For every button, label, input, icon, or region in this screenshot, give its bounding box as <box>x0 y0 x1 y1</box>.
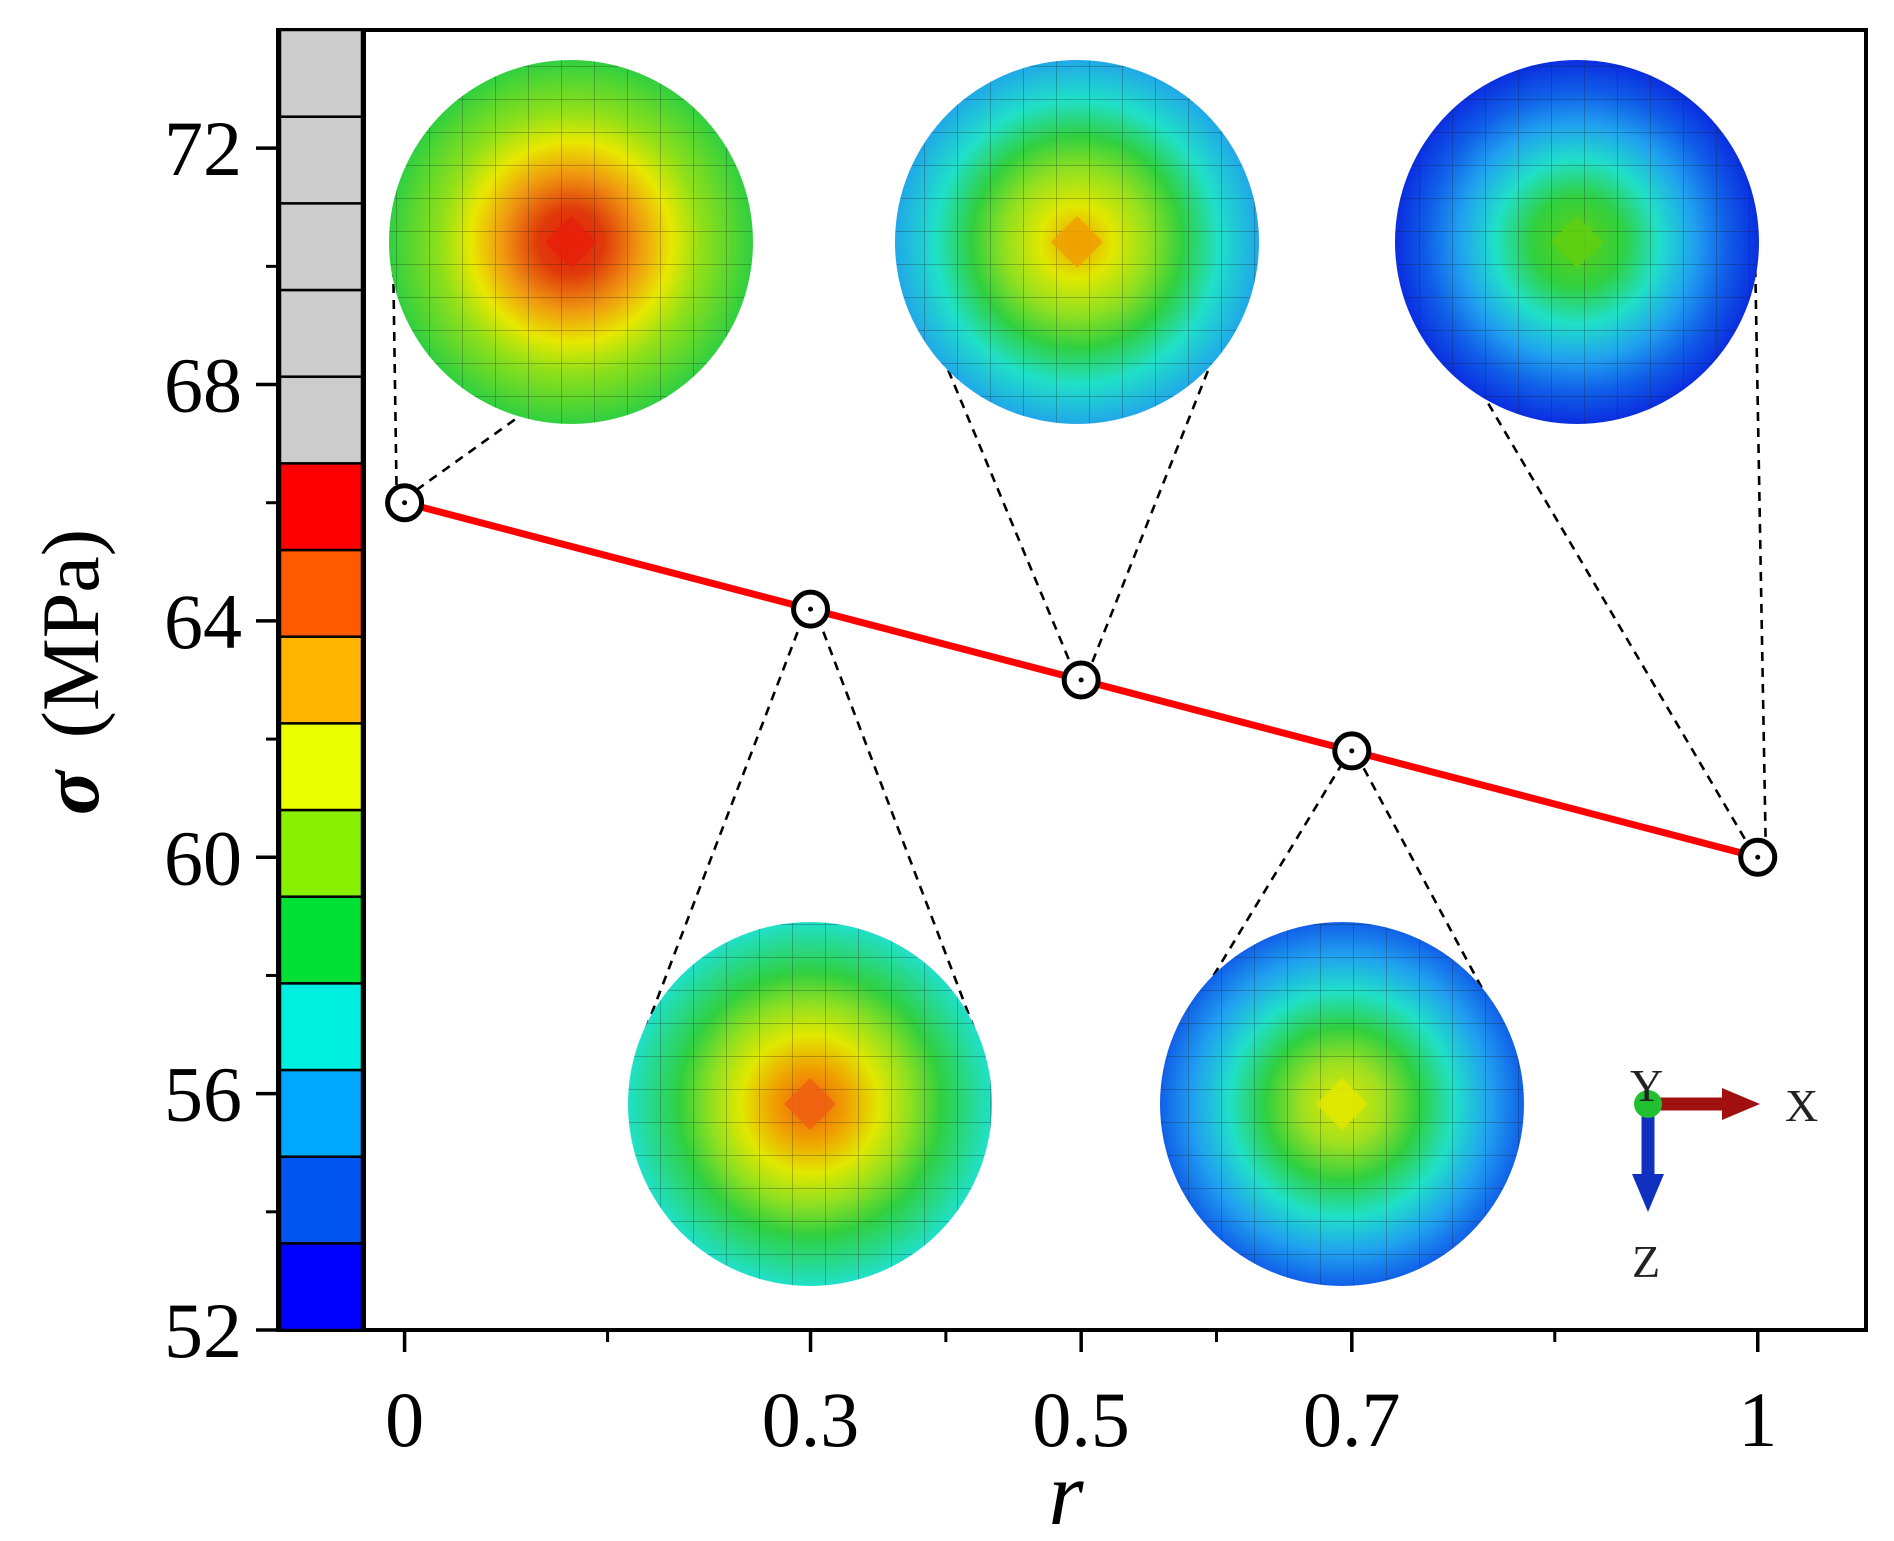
colorbar <box>278 28 364 1332</box>
axis-ticks: 52 56 60 64 68 72 0 0.3 0.5 0.7 1 <box>164 105 1777 1463</box>
data-point-center <box>1755 854 1761 860</box>
contour-inset <box>1160 922 1524 1286</box>
colorbar-segment <box>278 375 364 465</box>
colorbar-segment <box>278 1242 364 1332</box>
y-axis-title: σ (MPa) <box>25 529 116 815</box>
colorbar-segment <box>278 982 364 1072</box>
colorbar-segment <box>278 288 364 378</box>
colorbar-segment <box>278 115 364 205</box>
triad-z-arrow-head <box>1632 1174 1664 1212</box>
connector-line <box>897 251 1075 671</box>
triad-x-arrow-head <box>1722 1088 1760 1120</box>
connector-line <box>391 251 398 493</box>
colorbar-segment <box>278 1155 364 1245</box>
x-tick-label: 0.5 <box>1032 1376 1130 1463</box>
contour-center-patch <box>1551 216 1603 268</box>
triad-x-label: X <box>1785 1080 1818 1131</box>
connector-line <box>817 618 982 1045</box>
y-tick-label: 64 <box>164 578 242 665</box>
x-tick-label: 1 <box>1738 1376 1777 1463</box>
x-tick-label: 0.3 <box>762 1376 860 1463</box>
colorbar-segment <box>278 548 364 638</box>
contour-center-patch <box>784 1078 836 1130</box>
y-tick-label: 68 <box>164 342 242 429</box>
colorbar-segment <box>278 808 364 898</box>
x-axis-title: r <box>1048 1445 1084 1541</box>
y-tick-label: 56 <box>164 1051 242 1138</box>
y-axis-title-symbol: σ <box>25 768 116 815</box>
triad-z-label: Z <box>1632 1236 1660 1287</box>
x-tick-label: 0.7 <box>1303 1376 1401 1463</box>
y-tick-label: 52 <box>164 1287 242 1374</box>
data-point-center <box>808 606 814 612</box>
connector-line <box>638 618 804 1045</box>
data-point-center <box>402 500 408 506</box>
contour-center-patch <box>1316 1078 1368 1130</box>
contour-inset <box>389 60 753 424</box>
colorbar-segment <box>278 462 364 552</box>
y-axis-title-unit: (MPa) <box>25 529 116 739</box>
connector-line <box>1087 251 1257 671</box>
triad-y-origin-dot <box>1634 1090 1662 1118</box>
colorbar-segment <box>278 28 364 118</box>
colorbar-segment <box>278 895 364 985</box>
colorbar-segment <box>278 1068 364 1158</box>
axis-triad: X Y Z <box>1630 1060 1818 1287</box>
contour-inset <box>1395 60 1759 424</box>
data-point-center <box>1349 748 1355 754</box>
colorbar-segment <box>278 202 364 292</box>
x-tick-label: 0 <box>385 1376 424 1463</box>
y-tick-label: 60 <box>164 814 242 901</box>
colorbar-segment <box>278 635 364 725</box>
contour-inset <box>895 60 1259 424</box>
contour-center-patch <box>545 216 597 268</box>
data-point-center <box>1078 677 1084 683</box>
contour-center-patch <box>1051 216 1103 268</box>
colorbar-segment <box>278 722 364 812</box>
connector-line <box>1753 251 1768 848</box>
y-tick-label: 72 <box>164 105 242 192</box>
contour-inset <box>628 922 992 1286</box>
data-points <box>385 483 1778 877</box>
contour-insets <box>389 60 1759 1286</box>
triad-y-label: Y <box>1630 1060 1663 1111</box>
